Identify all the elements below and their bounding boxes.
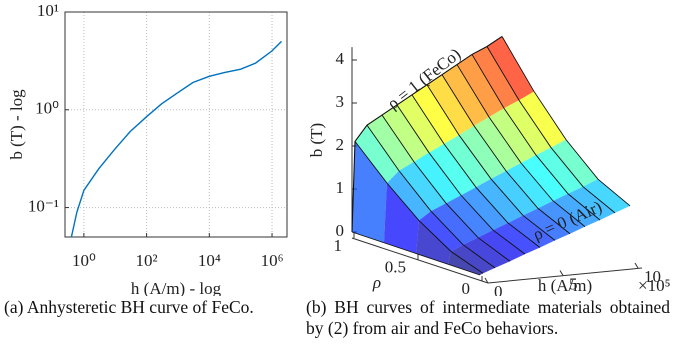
- h-tick: [634, 262, 639, 269]
- surface-patch: [444, 135, 491, 188]
- iso-h-curve: [456, 64, 586, 228]
- x-tick-label: 10⁴: [198, 251, 221, 270]
- surface-patch: [521, 155, 568, 201]
- iso-h-curve: [354, 141, 484, 274]
- rho-axis-label: ρ: [372, 273, 381, 292]
- iso-h-curve: [426, 84, 556, 241]
- surface-patch: [416, 220, 451, 265]
- h-axis-label: h (A/m): [538, 276, 592, 295]
- y-axis-label: b (T) - log: [7, 89, 26, 160]
- iso-h-curve: [441, 74, 571, 235]
- rho-tick-label: 0: [462, 279, 471, 296]
- data-line: [70, 40, 282, 238]
- rho-axis: [351, 237, 489, 284]
- x-tick-label: 10⁶: [261, 251, 284, 270]
- z-tick-label: 3: [336, 92, 345, 111]
- h-tick-label: 5: [569, 274, 578, 293]
- surface-patch: [491, 170, 538, 216]
- surface-patch: [352, 141, 387, 243]
- surface-patch: [489, 108, 536, 164]
- iso-h-curve: [366, 124, 496, 269]
- z-tick-label: 2: [336, 135, 345, 154]
- surface-patch: [382, 104, 429, 162]
- iso-h-curve: [471, 54, 601, 221]
- iso-h-curve: [351, 231, 481, 276]
- surface-patch: [397, 94, 444, 153]
- surface-patch: [451, 244, 495, 274]
- h-axis: [487, 267, 643, 284]
- x-tick-label: 10⁰: [72, 251, 96, 270]
- surface-patch: [414, 152, 461, 204]
- surface-patch: [431, 203, 478, 245]
- surface-patch: [487, 36, 534, 101]
- surface-patch: [459, 125, 506, 179]
- iso-h-curve: [486, 46, 616, 214]
- surface-patch: [463, 237, 510, 268]
- y-tick-label: 10⁰: [35, 99, 59, 118]
- x-tick-label: 10²: [136, 251, 158, 270]
- surface-patch: [412, 84, 459, 144]
- surface-patch: [448, 251, 483, 275]
- plot-area: [65, 12, 287, 237]
- surface-patch: [367, 115, 414, 171]
- z-tick-label: 4: [336, 49, 345, 68]
- surface-patch: [387, 170, 431, 221]
- surface-patch: [506, 163, 553, 209]
- surface-patch: [551, 139, 598, 187]
- rho1-edge: [351, 35, 503, 233]
- surface-patch: [538, 200, 585, 234]
- h-axis-multiplier: ×10⁵: [638, 276, 671, 295]
- iso-h-curve: [381, 114, 511, 262]
- caption-b: (b) BH curves of intermediate materials …: [306, 297, 670, 338]
- iso-h-curve: [411, 94, 541, 248]
- surface-patch: [536, 147, 583, 194]
- iso-h-curve: [501, 36, 631, 207]
- surface-patch: [355, 125, 399, 184]
- iso-h-curve: [396, 104, 526, 255]
- surface-patch: [476, 178, 523, 223]
- surface-patch: [427, 74, 474, 136]
- y-tick-label: 10¹: [37, 1, 59, 20]
- plot-frame: [64, 11, 288, 238]
- h-tick-label: 10: [644, 267, 661, 286]
- surface-patch: [384, 183, 419, 254]
- surface-patch: [553, 193, 600, 227]
- surface-patch: [583, 179, 630, 213]
- x-axis-label: h (A/m) - log: [131, 279, 222, 296]
- surface-patch: [519, 91, 566, 148]
- surface-patch: [419, 211, 463, 252]
- h-tick-label: 0: [494, 282, 503, 296]
- h-tick: [484, 277, 489, 284]
- surface-patch: [446, 195, 493, 238]
- surface-patch: [474, 117, 521, 171]
- surface-patch: [442, 64, 489, 126]
- surface-patch: [478, 230, 525, 262]
- surface-patch: [457, 54, 504, 118]
- z-axis-label: b (T): [307, 123, 326, 157]
- caption-a: (a) Anhysteretic BH curve of FeCo.: [4, 297, 254, 317]
- y-tick-label: 10⁻¹: [28, 196, 59, 215]
- rho-tick-label: 0.5: [385, 257, 406, 276]
- surface-patch: [508, 215, 555, 248]
- surface-patch: [399, 161, 446, 212]
- surface-patch: [472, 46, 519, 109]
- surface-patch: [504, 100, 551, 156]
- z-tick-label: 1: [336, 178, 345, 197]
- h-tick: [559, 270, 564, 276]
- z-tick-label: 0: [336, 221, 345, 240]
- surface-patch: [523, 208, 570, 241]
- surface-patch: [461, 187, 508, 231]
- figure: 10⁰ 10² 10⁴ 10⁶ 10⁻¹ 10⁰ 10¹ h (A/m) - log b (T)…: [7, 1, 671, 296]
- surface-patch: [429, 143, 476, 196]
- surface-patch: [493, 222, 540, 255]
- rho-tick-label: 1: [334, 236, 343, 255]
- surface-patch: [568, 186, 615, 220]
